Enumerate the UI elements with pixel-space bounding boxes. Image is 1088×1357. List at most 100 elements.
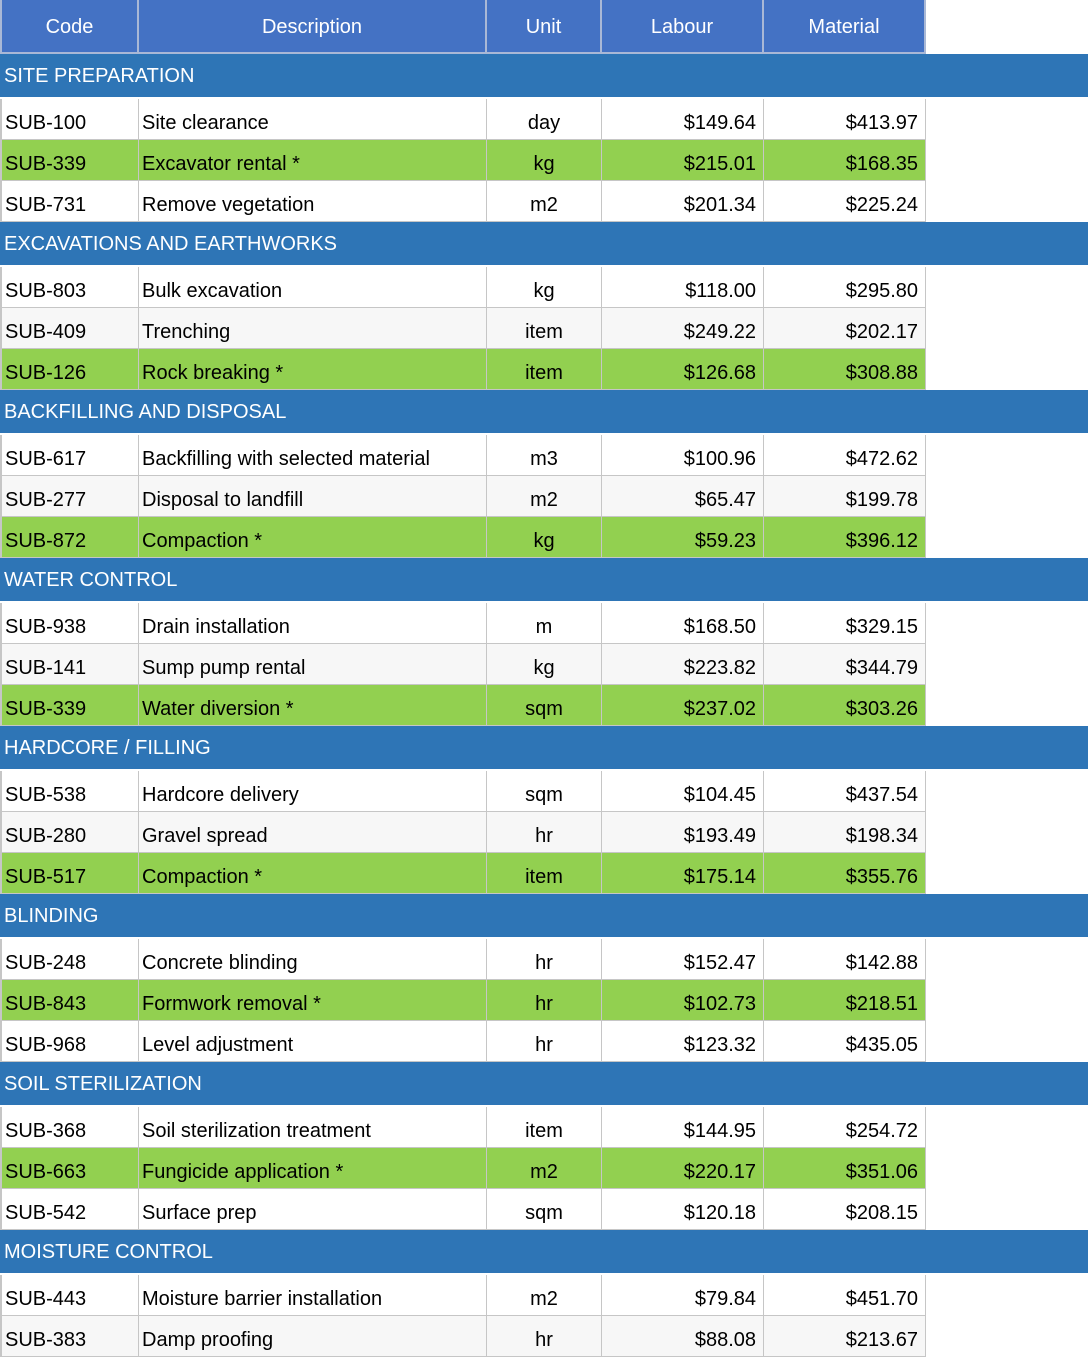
cell-material[interactable]: $329.15 [764,603,926,644]
cell-material[interactable]: $344.79 [764,644,926,685]
cell-code[interactable]: SUB-383 [0,1316,139,1357]
section-header[interactable]: SOIL STERILIZATION [0,1062,1088,1107]
cell-code[interactable]: SUB-368 [0,1107,139,1148]
cell-code[interactable]: SUB-443 [0,1275,139,1316]
cell-code[interactable]: SUB-517 [0,853,139,894]
cell-unit[interactable]: sqm [487,685,602,726]
cell-unit[interactable]: item [487,853,602,894]
cell-labour[interactable]: $223.82 [602,644,764,685]
cell-description[interactable]: Water diversion * [139,685,487,726]
table-row[interactable]: SUB-872 Compaction * kg $59.23 $396.12 [0,517,926,558]
table-row[interactable]: SUB-248 Concrete blinding hr $152.47 $142.88 [0,939,926,980]
cell-description[interactable]: Drain installation [139,603,487,644]
cell-labour[interactable]: $237.02 [602,685,764,726]
table-row[interactable]: SUB-126 Rock breaking * item $126.68 $308.88 [0,349,926,390]
cell-unit[interactable]: item [487,349,602,390]
cell-material[interactable]: $308.88 [764,349,926,390]
cell-code[interactable]: SUB-938 [0,603,139,644]
cell-unit[interactable]: kg [487,267,602,308]
cell-description[interactable]: Concrete blinding [139,939,487,980]
table-row[interactable]: SUB-141 Sump pump rental kg $223.82 $344.79 [0,644,926,685]
cell-labour[interactable]: $59.23 [602,517,764,558]
section-header[interactable]: BLINDING [0,894,1088,939]
cell-description[interactable]: Surface prep [139,1189,487,1230]
cell-labour[interactable]: $152.47 [602,939,764,980]
cell-description[interactable]: Moisture barrier installation [139,1275,487,1316]
column-header-material[interactable]: Material [764,0,926,54]
cell-code[interactable]: SUB-968 [0,1021,139,1062]
section-header[interactable]: WATER CONTROL [0,558,1088,603]
cell-labour[interactable]: $249.22 [602,308,764,349]
cell-code[interactable]: SUB-803 [0,267,139,308]
cell-labour[interactable]: $126.68 [602,349,764,390]
cell-unit[interactable]: hr [487,1316,602,1357]
cell-material[interactable]: $202.17 [764,308,926,349]
cell-code[interactable]: SUB-280 [0,812,139,853]
cell-code[interactable]: SUB-339 [0,140,139,181]
cell-material[interactable]: $142.88 [764,939,926,980]
table-row[interactable]: SUB-100 Site clearance day $149.64 $413.97 [0,99,926,140]
cell-code[interactable]: SUB-617 [0,435,139,476]
cell-code[interactable]: SUB-100 [0,99,139,140]
cell-unit[interactable]: day [487,99,602,140]
section-header[interactable]: HARDCORE / FILLING [0,726,1088,771]
cell-code[interactable]: SUB-663 [0,1148,139,1189]
table-row[interactable]: SUB-280 Gravel spread hr $193.49 $198.34 [0,812,926,853]
cell-code[interactable]: SUB-339 [0,685,139,726]
table-row[interactable]: SUB-968 Level adjustment hr $123.32 $435.05 [0,1021,926,1062]
section-header[interactable]: BACKFILLING AND DISPOSAL [0,390,1088,435]
table-row[interactable]: SUB-617 Backfilling with selected materia… [0,435,926,476]
cell-labour[interactable]: $168.50 [602,603,764,644]
cell-material[interactable]: $208.15 [764,1189,926,1230]
table-row[interactable]: SUB-517 Compaction * item $175.14 $355.76 [0,853,926,894]
cell-description[interactable]: Gravel spread [139,812,487,853]
cell-material[interactable]: $413.97 [764,99,926,140]
cell-description[interactable]: Sump pump rental [139,644,487,685]
table-row[interactable]: SUB-339 Water diversion * sqm $237.02 $303.2… [0,685,926,726]
table-row[interactable]: SUB-409 Trenching item $249.22 $202.17 [0,308,926,349]
cell-material[interactable]: $199.78 [764,476,926,517]
cell-labour[interactable]: $144.95 [602,1107,764,1148]
cell-description[interactable]: Rock breaking * [139,349,487,390]
cell-description[interactable]: Compaction * [139,517,487,558]
cell-unit[interactable]: hr [487,980,602,1021]
cell-unit[interactable]: item [487,308,602,349]
cell-material[interactable]: $213.67 [764,1316,926,1357]
cell-unit[interactable]: m3 [487,435,602,476]
cell-material[interactable]: $303.26 [764,685,926,726]
cell-code[interactable]: SUB-538 [0,771,139,812]
cell-description[interactable]: Formwork removal * [139,980,487,1021]
cell-description[interactable]: Site clearance [139,99,487,140]
cell-unit[interactable]: hr [487,812,602,853]
cell-code[interactable]: SUB-248 [0,939,139,980]
cell-labour[interactable]: $120.18 [602,1189,764,1230]
cell-unit[interactable]: m [487,603,602,644]
cell-labour[interactable]: $149.64 [602,99,764,140]
cell-material[interactable]: $355.76 [764,853,926,894]
cell-unit[interactable]: sqm [487,1189,602,1230]
cell-code[interactable]: SUB-141 [0,644,139,685]
cell-code[interactable]: SUB-872 [0,517,139,558]
cell-labour[interactable]: $220.17 [602,1148,764,1189]
cell-material[interactable]: $437.54 [764,771,926,812]
cell-unit[interactable]: item [487,1107,602,1148]
cell-material[interactable]: $225.24 [764,181,926,222]
cell-description[interactable]: Remove vegetation [139,181,487,222]
cell-unit[interactable]: kg [487,644,602,685]
cell-labour[interactable]: $123.32 [602,1021,764,1062]
cell-description[interactable]: Level adjustment [139,1021,487,1062]
cell-unit[interactable]: sqm [487,771,602,812]
cell-code[interactable]: SUB-542 [0,1189,139,1230]
cell-description[interactable]: Fungicide application * [139,1148,487,1189]
cell-unit[interactable]: kg [487,140,602,181]
table-row[interactable]: SUB-339 Excavator rental * kg $215.01 $168.3… [0,140,926,181]
cell-labour[interactable]: $102.73 [602,980,764,1021]
section-header[interactable]: EXCAVATIONS AND EARTHWORKS [0,222,1088,267]
cell-material[interactable]: $168.35 [764,140,926,181]
cell-unit[interactable]: m2 [487,181,602,222]
table-row[interactable]: SUB-277 Disposal to landfill m2 $65.47 $199.… [0,476,926,517]
cell-labour[interactable]: $104.45 [602,771,764,812]
cell-description[interactable]: Trenching [139,308,487,349]
cell-material[interactable]: $472.62 [764,435,926,476]
cell-code[interactable]: SUB-843 [0,980,139,1021]
